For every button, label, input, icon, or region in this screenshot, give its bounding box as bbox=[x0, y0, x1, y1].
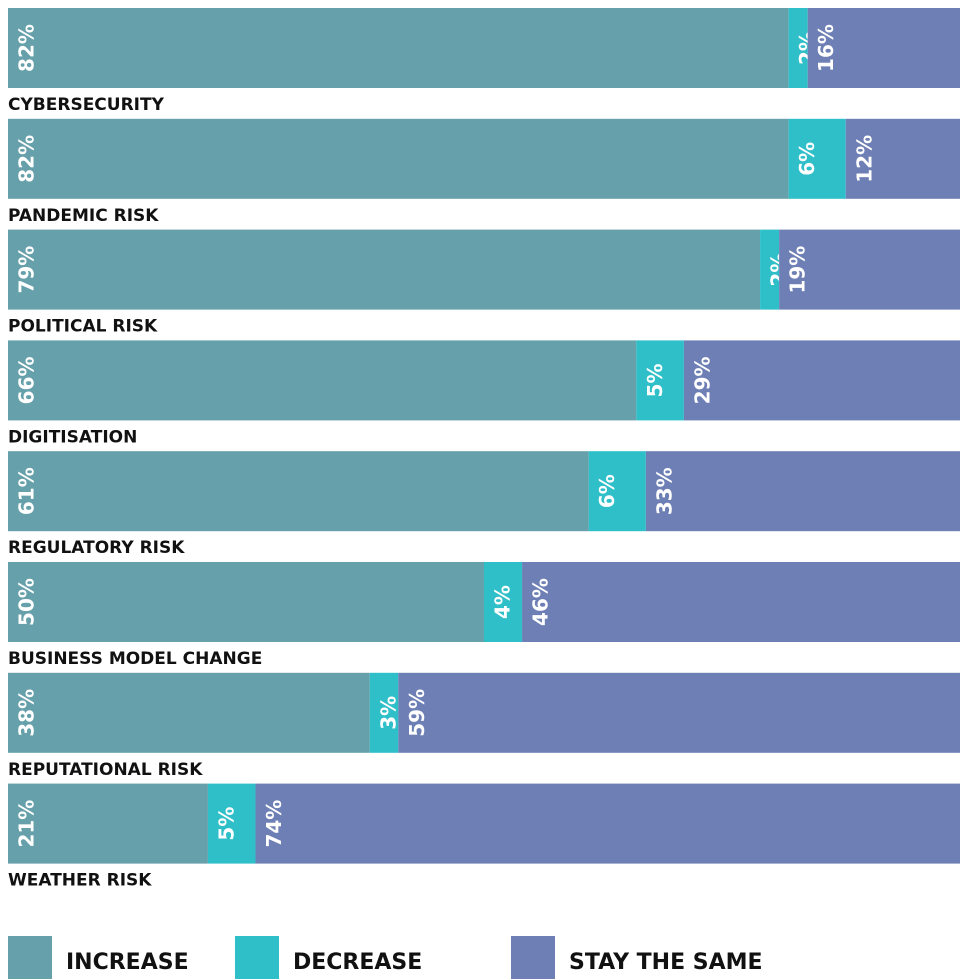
category-label: DIGITISATION bbox=[8, 427, 137, 447]
bar-segment bbox=[8, 8, 789, 88]
bar-segment bbox=[645, 451, 960, 532]
category-label: REPUTATIONAL RISK bbox=[8, 760, 203, 780]
bar-segment bbox=[369, 672, 399, 753]
value-label: 12% bbox=[852, 135, 876, 183]
bar-segment bbox=[683, 340, 960, 421]
value-label: 38% bbox=[15, 689, 39, 737]
category-label: BUSINESS MODEL CHANGE bbox=[8, 649, 262, 669]
value-label: 50% bbox=[15, 578, 39, 626]
legend-swatch bbox=[8, 936, 52, 979]
value-label: 82% bbox=[15, 135, 39, 183]
category-label: WEATHER RISK bbox=[8, 871, 152, 891]
bar-segment bbox=[807, 8, 960, 88]
bar-segment bbox=[484, 562, 523, 642]
value-label: 66% bbox=[15, 356, 39, 404]
bar-segment bbox=[8, 451, 589, 532]
bar-segment bbox=[398, 672, 960, 753]
bar-segment bbox=[207, 783, 256, 864]
value-label: 59% bbox=[405, 689, 429, 737]
value-label: 6% bbox=[595, 474, 619, 508]
value-label: 5% bbox=[214, 807, 238, 841]
value-label: 61% bbox=[15, 467, 39, 515]
value-label: 19% bbox=[786, 246, 810, 294]
bar-segment bbox=[788, 118, 846, 199]
bar-segment bbox=[8, 672, 370, 753]
value-label: 4% bbox=[491, 585, 515, 619]
category-label: PANDEMIC RISK bbox=[8, 206, 159, 226]
bar-segment bbox=[588, 451, 646, 532]
value-label: 16% bbox=[814, 24, 838, 72]
legend-swatch bbox=[511, 936, 555, 979]
bar-segment bbox=[788, 8, 808, 88]
bar-segment bbox=[8, 783, 208, 864]
value-label: 29% bbox=[690, 356, 714, 404]
category-label: POLITICAL RISK bbox=[8, 317, 158, 337]
value-label: 6% bbox=[795, 142, 819, 176]
value-label: 46% bbox=[529, 578, 553, 626]
bar-segment bbox=[636, 340, 684, 421]
category-label: REGULATORY RISK bbox=[8, 538, 185, 558]
value-label: 3% bbox=[376, 696, 400, 730]
bar-segment bbox=[255, 783, 960, 864]
legend-label: STAY THE SAME bbox=[569, 950, 763, 975]
value-label: 79% bbox=[15, 246, 39, 294]
bar-segment bbox=[779, 229, 960, 310]
bar-segment bbox=[8, 118, 789, 199]
legend-swatch bbox=[235, 936, 279, 979]
value-label: 33% bbox=[652, 467, 676, 515]
value-label: 5% bbox=[643, 363, 667, 397]
bar-segment bbox=[8, 340, 637, 421]
legend-label: INCREASE bbox=[66, 950, 189, 975]
category-label: CYBERSECURITY bbox=[8, 95, 165, 115]
bar-segment bbox=[845, 118, 960, 199]
value-label: 82% bbox=[15, 24, 39, 72]
value-label: 74% bbox=[262, 800, 286, 848]
legend-label: DECREASE bbox=[293, 950, 422, 975]
bar-segment bbox=[8, 562, 484, 642]
bar-segment bbox=[760, 229, 780, 310]
bar-segment bbox=[522, 562, 960, 642]
value-label: 21% bbox=[15, 800, 39, 848]
bar-segment bbox=[8, 229, 761, 310]
